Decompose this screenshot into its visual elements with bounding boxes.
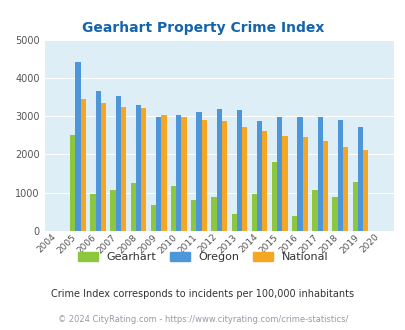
Text: © 2024 CityRating.com - https://www.cityrating.com/crime-statistics/: © 2024 CityRating.com - https://www.city… xyxy=(58,315,347,324)
Bar xyxy=(362,150,367,231)
Bar xyxy=(156,117,161,231)
Bar xyxy=(95,91,100,231)
Bar xyxy=(271,162,277,231)
Bar xyxy=(171,186,176,231)
Bar xyxy=(296,117,302,231)
Legend: Gearhart, Oregon, National: Gearhart, Oregon, National xyxy=(73,248,332,267)
Bar xyxy=(75,62,80,231)
Bar xyxy=(181,117,186,231)
Bar xyxy=(256,121,262,231)
Bar xyxy=(322,141,327,231)
Bar xyxy=(150,205,156,231)
Bar xyxy=(357,127,362,231)
Bar xyxy=(191,200,196,231)
Bar xyxy=(282,136,287,231)
Bar xyxy=(216,109,221,231)
Bar xyxy=(196,112,201,231)
Bar xyxy=(291,216,296,231)
Bar xyxy=(311,190,317,231)
Bar xyxy=(352,182,357,231)
Bar xyxy=(342,147,347,231)
Bar xyxy=(130,183,136,231)
Text: Gearhart Property Crime Index: Gearhart Property Crime Index xyxy=(82,21,323,35)
Bar xyxy=(251,194,256,231)
Bar xyxy=(115,96,121,231)
Bar xyxy=(262,131,267,231)
Bar xyxy=(211,197,216,231)
Bar xyxy=(110,190,115,231)
Bar xyxy=(121,107,126,231)
Bar xyxy=(80,99,85,231)
Text: Crime Index corresponds to incidents per 100,000 inhabitants: Crime Index corresponds to incidents per… xyxy=(51,289,354,299)
Bar xyxy=(176,115,181,231)
Bar xyxy=(236,110,241,231)
Bar xyxy=(201,120,207,231)
Bar xyxy=(332,197,337,231)
Bar xyxy=(141,108,146,231)
Bar xyxy=(70,135,75,231)
Bar xyxy=(337,120,342,231)
Bar xyxy=(161,115,166,231)
Bar xyxy=(136,106,141,231)
Bar xyxy=(100,103,106,231)
Bar xyxy=(302,137,307,231)
Bar xyxy=(90,194,95,231)
Bar xyxy=(277,117,282,231)
Bar xyxy=(231,214,236,231)
Bar xyxy=(241,127,247,231)
Bar xyxy=(317,116,322,231)
Bar xyxy=(221,121,226,231)
